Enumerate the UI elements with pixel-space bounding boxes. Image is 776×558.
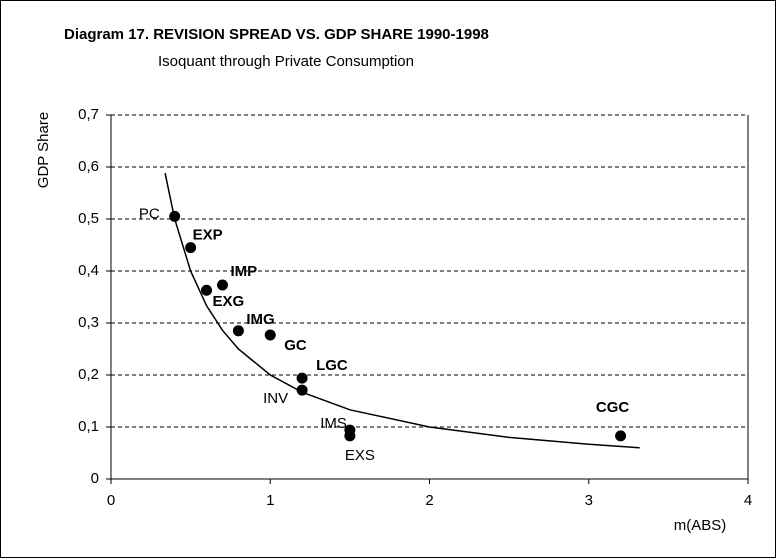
chart-subtitle: Isoquant through Private Consumption — [158, 53, 414, 70]
y-tick-label: 0,7 — [78, 106, 99, 123]
x-tick-label: 4 — [744, 492, 752, 509]
data-point — [201, 284, 213, 296]
point-label: INV — [263, 390, 288, 407]
y-tick-label: 0,2 — [78, 366, 99, 383]
y-tick-label: 0,6 — [78, 158, 99, 175]
point-label: PC — [139, 205, 160, 222]
data-point — [344, 430, 356, 442]
x-tick-label: 0 — [107, 492, 115, 509]
point-label: EXG — [213, 293, 245, 310]
chart-title: Diagram 17. REVISION SPREAD VS. GDP SHAR… — [64, 26, 489, 43]
data-point — [216, 279, 228, 291]
data-point — [615, 430, 627, 442]
isoquant-curve — [164, 173, 640, 449]
point-label: IMG — [246, 311, 274, 328]
x-axis-label: m(ABS) — [674, 517, 727, 534]
y-tick-label: 0,1 — [78, 418, 99, 435]
point-label: EXP — [193, 227, 223, 244]
y-tick-label: 0 — [91, 470, 99, 487]
point-label: IMS — [320, 415, 347, 432]
y-tick-label: 0,5 — [78, 210, 99, 227]
y-tick-label: 0,3 — [78, 314, 99, 331]
data-point — [185, 242, 197, 254]
point-label: EXS — [345, 447, 375, 464]
point-label: LGC — [316, 357, 348, 374]
data-point — [296, 372, 308, 384]
data-point — [296, 384, 308, 396]
y-axis-label: GDP Share — [35, 112, 52, 188]
x-tick-label: 1 — [266, 492, 274, 509]
x-tick-label: 3 — [585, 492, 593, 509]
data-point — [232, 325, 244, 337]
data-point — [264, 329, 276, 341]
point-label: CGC — [596, 399, 630, 416]
data-point — [169, 210, 181, 222]
x-tick-label: 2 — [425, 492, 433, 509]
point-label: IMP — [230, 263, 257, 280]
y-tick-label: 0,4 — [78, 262, 99, 279]
point-label: GC — [284, 337, 307, 354]
